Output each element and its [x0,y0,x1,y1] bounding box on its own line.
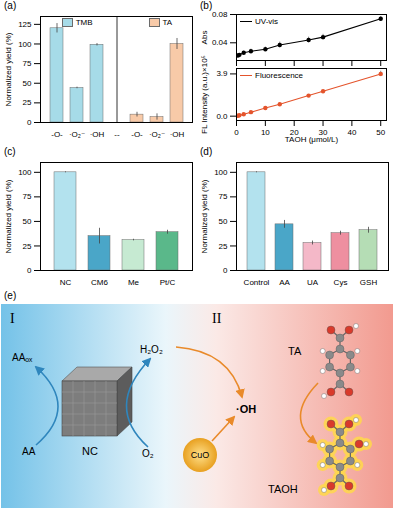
svg-text:NC: NC [60,278,72,287]
svg-text:TAOH: TAOH [268,483,298,495]
svg-text:75: 75 [23,59,32,68]
svg-text:Me: Me [128,278,140,287]
svg-text:0: 0 [27,266,32,275]
svg-text:Abs: Abs [200,31,209,45]
svg-text:0.08: 0.08 [212,10,228,19]
svg-text:125: 125 [18,20,32,29]
html-text:(b): (b) [200,0,213,11]
svg-text:Cys: Cys [334,278,348,287]
svg-text:·OH: ·OH [90,130,105,139]
svg-text:GSH: GSH [360,278,378,287]
svg-text:75: 75 [219,192,228,201]
html-text:Fluorescence: Fluorescence [255,71,303,80]
svg-text:-O-: -O- [131,130,143,139]
svg-text:AA: AA [22,446,36,457]
svg-text:CM6: CM6 [91,278,108,287]
svg-text:50: 50 [219,217,228,226]
html-text:(e): (e) [4,290,17,301]
svg-text:50: 50 [376,128,385,137]
svg-text:CuO: CuO [191,450,210,460]
svg-text:I: I [10,311,15,326]
html-text:(c): (c) [4,146,16,157]
svg-text:NC: NC [82,445,98,457]
svg-text:H₂O₂: H₂O₂ [140,344,163,355]
svg-text:20: 20 [289,128,299,138]
svg-text:0.04: 0.04 [212,38,228,47]
svg-text:40: 40 [347,128,356,137]
svg-text:25: 25 [23,98,32,107]
svg-text:Pt/C: Pt/C [160,278,176,287]
svg-text:UA: UA [307,278,319,287]
svg-text:100: 100 [214,168,228,177]
html-text:(a): (a) [4,0,17,11]
svg-text:II: II [212,311,222,326]
svg-text:O₂: O₂ [142,448,154,459]
svg-text:50: 50 [23,217,32,226]
html-text:UV-vis: UV-vis [255,17,279,26]
svg-text:0: 0 [27,118,32,127]
svg-text:0: 0 [223,266,228,275]
svg-text:Control: Control [244,278,270,287]
html-text:TMB: TMB [75,18,93,27]
svg-text:TA: TA [288,345,302,357]
svg-text:Normalized yield (%): Normalized yield (%) [4,179,13,253]
svg-text:25: 25 [219,242,228,251]
html-text:TA: TA [162,18,173,27]
svg-text:·OH: ·OH [170,130,185,139]
svg-text:-O-: -O- [51,130,63,139]
svg-text:10: 10 [261,128,270,137]
svg-text:FL Intensity (a.u.)×10⁵: FL Intensity (a.u.)×10⁵ [200,55,209,134]
html-text:(d): (d) [200,146,213,157]
svg-text:25: 25 [23,242,32,251]
svg-text:0: 0 [234,128,239,137]
svg-text:·OH: ·OH [236,403,256,415]
svg-text:TAOH (μmol/L): TAOH (μmol/L) [285,135,339,144]
svg-text:AA: AA [279,278,290,287]
svg-text:·O₂⁻: ·O₂⁻ [149,130,165,139]
svg-text:Normalized yield (%): Normalized yield (%) [4,32,13,106]
svg-text:30: 30 [318,128,328,138]
svg-text:100: 100 [18,40,32,49]
svg-text:·O₂⁻: ·O₂⁻ [69,130,85,139]
svg-text:100: 100 [18,168,32,177]
svg-text:Normalized yield (%): Normalized yield (%) [200,179,209,253]
svg-text:AAₒₓ: AAₒₓ [12,352,33,363]
svg-text:3.9: 3.9 [216,69,228,78]
svg-text:50: 50 [23,79,32,88]
svg-text:75: 75 [23,192,32,201]
svg-text:--: -- [114,130,120,139]
svg-text:0.0: 0.0 [216,112,228,121]
